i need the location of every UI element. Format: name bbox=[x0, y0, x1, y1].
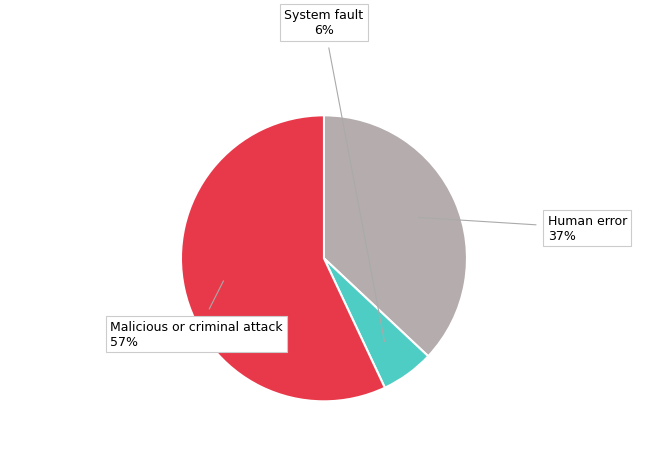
Text: Malicious or criminal attack
57%: Malicious or criminal attack 57% bbox=[110, 281, 283, 348]
Text: Human error
37%: Human error 37% bbox=[419, 214, 627, 243]
Wedge shape bbox=[324, 116, 467, 357]
Text: System fault
6%: System fault 6% bbox=[284, 9, 384, 342]
Wedge shape bbox=[324, 259, 428, 388]
Wedge shape bbox=[181, 116, 385, 401]
